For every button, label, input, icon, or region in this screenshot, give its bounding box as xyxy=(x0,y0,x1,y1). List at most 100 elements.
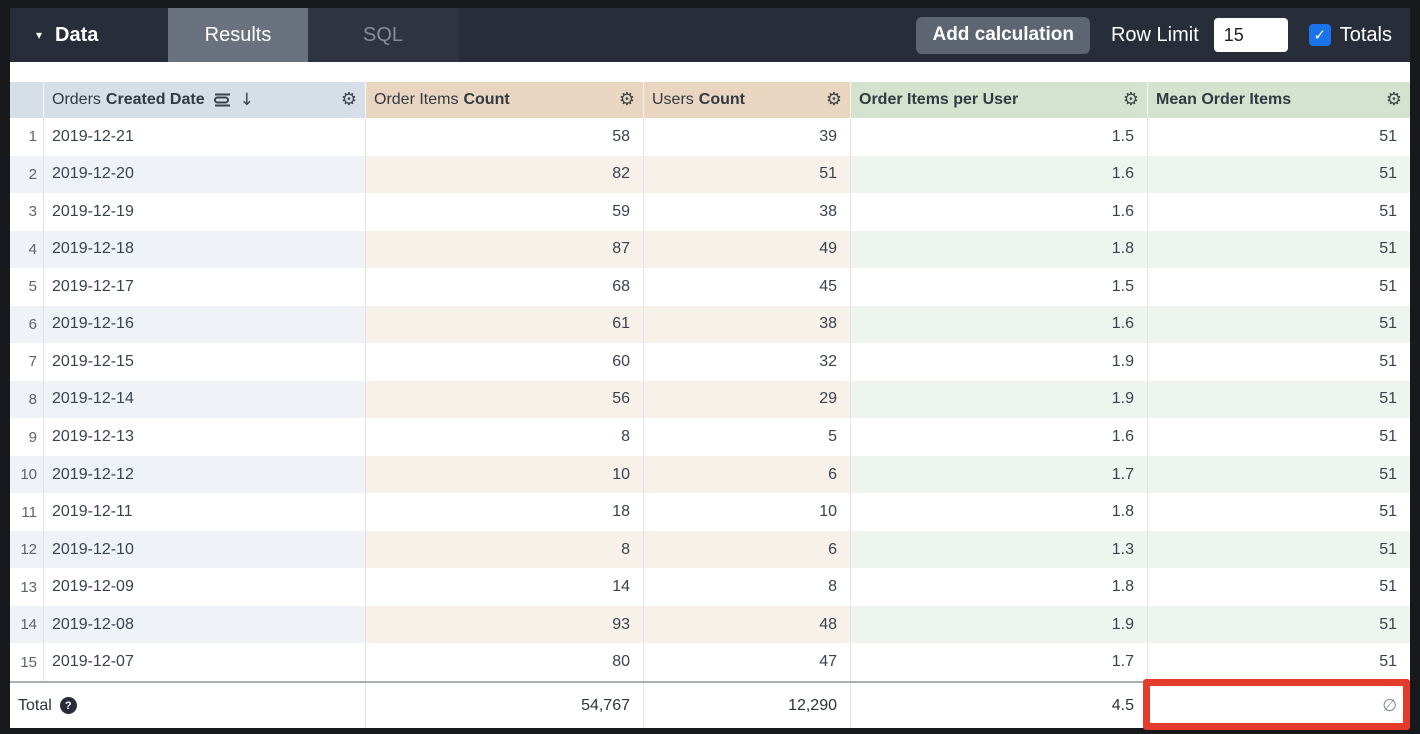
cell-users-count[interactable]: 8 xyxy=(644,568,851,606)
add-calculation-button[interactable]: Add calculation xyxy=(916,16,1090,54)
cell-order-items-count[interactable]: 58 xyxy=(366,118,644,156)
cell-mean-order-items[interactable]: 51 xyxy=(1148,118,1410,156)
cell-order-items-count[interactable]: 8 xyxy=(366,418,644,456)
cell-users-count[interactable]: 49 xyxy=(644,230,851,269)
sort-descending-icon[interactable]: ↓ xyxy=(239,90,254,110)
gear-icon[interactable]: ⚙ xyxy=(618,89,635,110)
cell-users-count[interactable]: 10 xyxy=(644,493,851,531)
cell-order-items-count[interactable]: 18 xyxy=(366,493,644,531)
cell-order-items-count[interactable]: 10 xyxy=(366,455,644,494)
cell-order-items-per-user[interactable]: 1.6 xyxy=(851,193,1148,231)
cell-orders-created-date[interactable]: 2019-12-19 xyxy=(44,193,366,231)
cell-orders-created-date[interactable]: 2019-12-09 xyxy=(44,568,366,606)
cell-order-items-per-user[interactable]: 1.6 xyxy=(851,418,1148,456)
cell-orders-created-date[interactable]: 2019-12-10 xyxy=(44,530,366,569)
cell-users-count[interactable]: 32 xyxy=(644,343,851,381)
column-header-orders-created-date[interactable]: Orders Created Date ↓ ⚙ xyxy=(44,82,366,118)
table-row: 9 2019-12-13 8 5 1.6 51 xyxy=(10,418,1410,456)
data-section-toggle[interactable]: ▾ Data xyxy=(10,8,168,62)
cell-order-items-count[interactable]: 87 xyxy=(366,230,644,269)
column-header-order-items-per-user[interactable]: Order Items per User ⚙ xyxy=(851,82,1148,118)
cell-orders-created-date[interactable]: 2019-12-15 xyxy=(44,343,366,381)
help-icon[interactable]: ? xyxy=(59,697,77,714)
cell-users-count[interactable]: 45 xyxy=(644,268,851,306)
cell-mean-order-items[interactable]: 51 xyxy=(1148,305,1410,344)
cell-order-items-count[interactable]: 61 xyxy=(366,305,644,344)
cell-users-count[interactable]: 38 xyxy=(644,193,851,231)
cell-order-items-per-user[interactable]: 1.9 xyxy=(851,343,1148,381)
cell-mean-order-items[interactable]: 51 xyxy=(1148,193,1410,231)
total-users-count[interactable]: 12,290 xyxy=(644,683,851,728)
cell-orders-created-date[interactable]: 2019-12-11 xyxy=(44,493,366,531)
cell-users-count[interactable]: 29 xyxy=(644,380,851,419)
cell-order-items-count[interactable]: 14 xyxy=(366,568,644,606)
cell-orders-created-date[interactable]: 2019-12-20 xyxy=(44,155,366,194)
column-header-mean-order-items[interactable]: Mean Order Items ⚙ xyxy=(1148,82,1410,118)
gear-icon[interactable]: ⚙ xyxy=(825,89,842,110)
cell-orders-created-date[interactable]: 2019-12-08 xyxy=(44,605,366,644)
cell-mean-order-items[interactable]: 51 xyxy=(1148,568,1410,606)
cell-order-items-per-user[interactable]: 1.9 xyxy=(851,380,1148,419)
total-order-items-per-user[interactable]: 4.5 xyxy=(851,683,1148,728)
cell-users-count[interactable]: 6 xyxy=(644,455,851,494)
cell-users-count[interactable]: 38 xyxy=(644,305,851,344)
column-header-order-items-count[interactable]: Order Items Count ⚙ xyxy=(366,82,644,118)
cell-mean-order-items[interactable]: 51 xyxy=(1148,343,1410,381)
totals-toggle[interactable]: ✓ Totals xyxy=(1308,23,1392,47)
tab-results[interactable]: Results xyxy=(168,8,308,62)
cell-order-items-per-user[interactable]: 1.7 xyxy=(851,455,1148,494)
cell-orders-created-date[interactable]: 2019-12-21 xyxy=(44,118,366,156)
cell-order-items-count[interactable]: 93 xyxy=(366,605,644,644)
cell-order-items-per-user[interactable]: 1.8 xyxy=(851,493,1148,531)
gear-icon[interactable]: ⚙ xyxy=(1122,89,1139,110)
cell-order-items-count[interactable]: 59 xyxy=(366,193,644,231)
cell-order-items-count[interactable]: 60 xyxy=(366,343,644,381)
cell-order-items-per-user[interactable]: 1.8 xyxy=(851,568,1148,606)
cell-mean-order-items[interactable]: 51 xyxy=(1148,155,1410,194)
cell-orders-created-date[interactable]: 2019-12-07 xyxy=(44,643,366,681)
totals-checkbox-checked-icon[interactable]: ✓ xyxy=(1308,24,1331,46)
cell-mean-order-items[interactable]: 51 xyxy=(1148,605,1410,644)
gear-icon[interactable]: ⚙ xyxy=(1385,89,1402,110)
cell-mean-order-items[interactable]: 51 xyxy=(1148,455,1410,494)
row-limit-input[interactable] xyxy=(1213,18,1288,52)
cell-orders-created-date[interactable]: 2019-12-16 xyxy=(44,305,366,344)
cell-users-count[interactable]: 5 xyxy=(644,418,851,456)
cell-mean-order-items[interactable]: 51 xyxy=(1148,268,1410,306)
column-header-users-count[interactable]: Users Count ⚙ xyxy=(644,82,851,118)
cell-mean-order-items[interactable]: 51 xyxy=(1148,530,1410,569)
cell-orders-created-date[interactable]: 2019-12-17 xyxy=(44,268,366,306)
cell-mean-order-items[interactable]: 51 xyxy=(1148,493,1410,531)
cell-order-items-per-user[interactable]: 1.5 xyxy=(851,118,1148,156)
cell-order-items-count[interactable]: 82 xyxy=(366,155,644,194)
cell-order-items-count[interactable]: 80 xyxy=(366,643,644,681)
cell-mean-order-items[interactable]: 51 xyxy=(1148,418,1410,456)
cell-users-count[interactable]: 39 xyxy=(644,118,851,156)
cell-order-items-count[interactable]: 56 xyxy=(366,380,644,419)
cell-order-items-per-user[interactable]: 1.9 xyxy=(851,605,1148,644)
cell-orders-created-date[interactable]: 2019-12-12 xyxy=(44,455,366,494)
cell-orders-created-date[interactable]: 2019-12-14 xyxy=(44,380,366,419)
cell-order-items-per-user[interactable]: 1.6 xyxy=(851,305,1148,344)
cell-order-items-per-user[interactable]: 1.6 xyxy=(851,155,1148,194)
cell-order-items-count[interactable]: 8 xyxy=(366,530,644,569)
cell-mean-order-items[interactable]: 51 xyxy=(1148,643,1410,681)
cell-users-count[interactable]: 6 xyxy=(644,530,851,569)
cell-order-items-per-user[interactable]: 1.3 xyxy=(851,530,1148,569)
toolbar-table-gap xyxy=(10,62,1410,82)
total-order-items-count[interactable]: 54,767 xyxy=(366,683,644,728)
cell-mean-order-items[interactable]: 51 xyxy=(1148,380,1410,419)
cell-order-items-count[interactable]: 68 xyxy=(366,268,644,306)
gear-icon[interactable]: ⚙ xyxy=(340,89,357,110)
cell-users-count[interactable]: 47 xyxy=(644,643,851,681)
cell-users-count[interactable]: 48 xyxy=(644,605,851,644)
cell-orders-created-date[interactable]: 2019-12-13 xyxy=(44,418,366,456)
cell-users-count[interactable]: 51 xyxy=(644,155,851,194)
totals-label: Totals xyxy=(1339,23,1392,46)
cell-order-items-per-user[interactable]: 1.7 xyxy=(851,643,1148,681)
cell-order-items-per-user[interactable]: 1.8 xyxy=(851,230,1148,269)
tab-sql[interactable]: SQL xyxy=(308,8,458,62)
cell-mean-order-items[interactable]: 51 xyxy=(1148,230,1410,269)
cell-order-items-per-user[interactable]: 1.5 xyxy=(851,268,1148,306)
cell-orders-created-date[interactable]: 2019-12-18 xyxy=(44,230,366,269)
